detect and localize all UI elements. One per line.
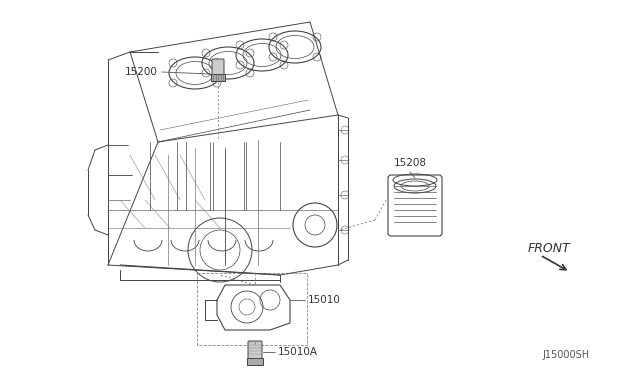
Text: 15010A: 15010A [278, 347, 318, 357]
Text: J15000SH: J15000SH [543, 350, 590, 360]
FancyBboxPatch shape [212, 59, 224, 75]
Text: 15208: 15208 [394, 158, 426, 168]
FancyBboxPatch shape [247, 358, 263, 365]
Text: 15010: 15010 [308, 295, 341, 305]
FancyBboxPatch shape [211, 74, 225, 81]
Text: 15200: 15200 [125, 67, 158, 77]
Text: FRONT: FRONT [528, 241, 571, 254]
FancyBboxPatch shape [248, 341, 262, 359]
